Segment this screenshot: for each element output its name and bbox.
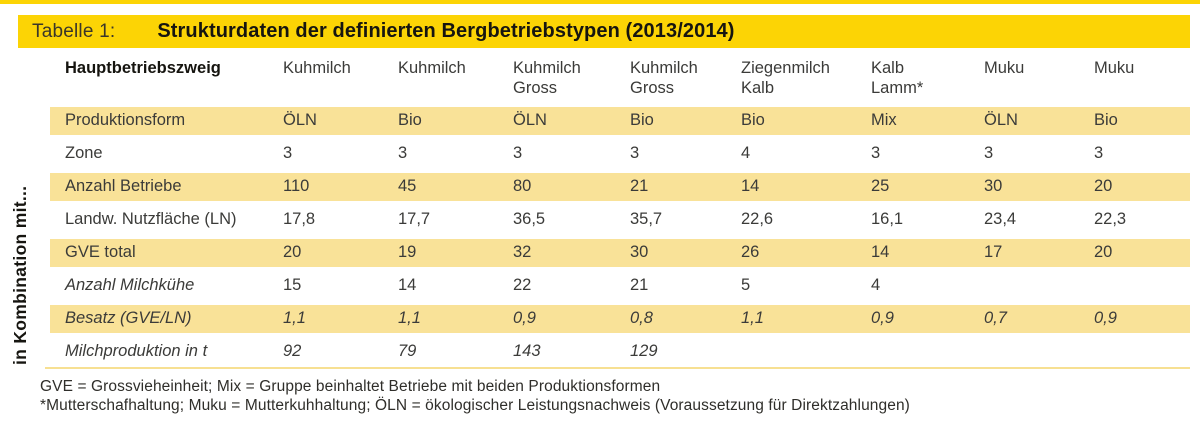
table-row: Produktionsform ÖLN Bio ÖLN Bio Bio Mix ÖLN Bio [50, 104, 1190, 137]
table-title-bar: Tabelle 1: Strukturdaten der definierten… [18, 15, 1190, 48]
row-header-column-title: Hauptbetriebszweig [65, 59, 221, 77]
table-cell: 0,9 [513, 309, 536, 327]
row-label: Landw. Nutzfläche (LN) [65, 210, 237, 228]
table-row: GVE total 20 19 32 30 26 14 17 20 [50, 236, 1190, 269]
column-header: Ziegenmilch Kalb [741, 59, 830, 97]
column-header: Kuhmilch [283, 59, 351, 77]
table-cell: 17 [984, 243, 1003, 261]
table-cell: Bio [398, 111, 422, 129]
table-cell: 0,9 [871, 309, 894, 327]
table-cell: 36,5 [513, 210, 546, 228]
row-label: Milchproduktion in t [65, 342, 208, 360]
table-cell: 17,7 [398, 210, 431, 228]
row-label: Produktionsform [65, 111, 186, 129]
column-header: Muku [984, 59, 1025, 77]
table-cell: 21 [630, 177, 649, 195]
column-header: Kuhmilch Gross [630, 59, 698, 97]
table-cell: 30 [984, 177, 1003, 195]
table-number-label: Tabelle 1: [32, 20, 116, 42]
table-cell: 110 [283, 177, 310, 195]
table-row: Milchproduktion in t 92 79 143 129 [50, 335, 1190, 368]
row-label: Anzahl Milchkühe [65, 276, 195, 294]
table-cell: 3 [1094, 144, 1104, 162]
table-cell: 3 [630, 144, 640, 162]
table-cell: 20 [1094, 177, 1113, 195]
column-header: Kalb Lamm* [871, 59, 924, 97]
table-cell: 20 [1094, 243, 1113, 261]
table-row: Besatz (GVE/LN) 1,1 1,1 0,9 0,8 1,1 0,9 0,7 0,9 [50, 302, 1190, 335]
row-label: Zone [65, 144, 103, 162]
bottom-separator-line [45, 367, 1190, 369]
table-title: Strukturdaten der definierten Bergbetrie… [157, 20, 735, 42]
table-cell: 1,1 [398, 309, 421, 327]
table-cell: 22,3 [1094, 210, 1127, 228]
table-cell: 4 [741, 144, 751, 162]
row-group-side-label: in Kombination mit... [10, 185, 30, 365]
table-cell: 17,8 [283, 210, 316, 228]
table-cell: 14 [398, 276, 417, 294]
table-cell: 5 [741, 276, 751, 294]
table-cell: 21 [630, 276, 649, 294]
table-cell: 129 [630, 342, 658, 360]
table-cell: 15 [283, 276, 302, 294]
table-row: Zone 3 3 3 3 4 3 3 3 [50, 137, 1190, 170]
table-cell: 0,7 [984, 309, 1007, 327]
table-cell: 14 [871, 243, 890, 261]
column-header: Kuhmilch [398, 59, 466, 77]
table-cell: ÖLN [283, 111, 317, 129]
footnote-line-1: GVE = Grossvieheinheit; Mix = Gruppe bei… [40, 378, 661, 395]
row-label: Anzahl Betriebe [65, 177, 182, 195]
table-cell: 26 [741, 243, 760, 261]
table-row: Anzahl Betriebe 110 45 80 21 14 25 30 20 [50, 170, 1190, 203]
row-label: Besatz (GVE/LN) [65, 309, 192, 327]
table-cell: 0,8 [630, 309, 653, 327]
footnotes: GVE = Grossvieheinheit; Mix = Gruppe bei… [40, 377, 910, 415]
column-header: Kuhmilch Gross [513, 59, 581, 97]
table-cell: 32 [513, 243, 532, 261]
table-cell: 4 [871, 276, 881, 294]
table-cell: 19 [398, 243, 417, 261]
table-cell: ÖLN [513, 111, 547, 129]
column-header: Muku [1094, 59, 1135, 77]
table-cell: 92 [283, 342, 302, 360]
table-cell: Bio [741, 111, 765, 129]
table-cell: 3 [513, 144, 523, 162]
table-cell: 20 [283, 243, 302, 261]
table-cell: 22 [513, 276, 532, 294]
table-row: Anzahl Milchkühe 15 14 22 21 5 4 [50, 269, 1190, 302]
table-row: Landw. Nutzfläche (LN) 17,8 17,7 36,5 35,7 22… [50, 203, 1190, 236]
table-cell: 1,1 [741, 309, 764, 327]
table-cell: 3 [398, 144, 408, 162]
table-cell: 30 [630, 243, 649, 261]
table-cell: 80 [513, 177, 532, 195]
footnote-line-2: *Mutterschafhaltung; Muku = Mutterkuhhal… [40, 397, 910, 414]
table-cell: 45 [398, 177, 417, 195]
row-label: GVE total [65, 243, 136, 261]
table-cell: 3 [984, 144, 994, 162]
table-cell: 22,6 [741, 210, 774, 228]
table-cell: 79 [398, 342, 417, 360]
table-cell: 0,9 [1094, 309, 1117, 327]
table-cell: 23,4 [984, 210, 1017, 228]
table-cell: Bio [630, 111, 654, 129]
table-cell: 35,7 [630, 210, 663, 228]
table-cell: Mix [871, 111, 897, 129]
top-accent-strip [0, 0, 1200, 4]
table-cell: 3 [283, 144, 293, 162]
table-cell: 25 [871, 177, 890, 195]
table-cell: 1,1 [283, 309, 306, 327]
table-cell: ÖLN [984, 111, 1018, 129]
table-cell: 16,1 [871, 210, 904, 228]
table-header-row: Hauptbetriebszweig Kuhmilch Kuhmilch Kuhmil… [50, 52, 1190, 104]
data-table: Hauptbetriebszweig Kuhmilch Kuhmilch Kuhmil… [50, 52, 1190, 368]
table-cell: 3 [871, 144, 881, 162]
table-cell: Bio [1094, 111, 1118, 129]
table-cell: 14 [741, 177, 760, 195]
table-cell: 143 [513, 342, 541, 360]
